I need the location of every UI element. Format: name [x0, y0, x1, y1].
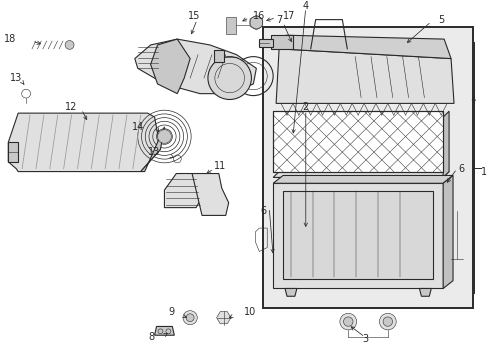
Circle shape: [250, 16, 263, 29]
Text: 5: 5: [438, 15, 444, 24]
Text: 3: 3: [362, 334, 368, 344]
Bar: [283, 191, 433, 279]
Polygon shape: [135, 39, 256, 94]
Polygon shape: [165, 174, 204, 208]
Polygon shape: [8, 113, 161, 172]
Text: 16: 16: [253, 11, 266, 21]
Text: 18: 18: [4, 34, 16, 44]
Text: 4: 4: [303, 1, 309, 11]
Polygon shape: [273, 175, 453, 183]
Polygon shape: [419, 288, 431, 296]
Bar: [273, 183, 443, 288]
Polygon shape: [285, 288, 297, 296]
Polygon shape: [443, 111, 449, 177]
Bar: [263, 27, 473, 308]
Circle shape: [157, 130, 171, 143]
Bar: [259, 39, 273, 47]
Text: 11: 11: [214, 161, 226, 171]
Polygon shape: [192, 174, 229, 215]
Text: 10: 10: [244, 307, 256, 317]
Text: 9: 9: [168, 307, 174, 317]
Polygon shape: [273, 172, 449, 177]
Bar: [273, 111, 443, 172]
Text: 13: 13: [148, 147, 161, 157]
Text: 17: 17: [283, 11, 295, 21]
Circle shape: [65, 41, 74, 49]
Text: 14: 14: [132, 122, 145, 132]
Circle shape: [379, 313, 396, 330]
Circle shape: [186, 314, 194, 321]
Bar: [214, 50, 224, 62]
Bar: [271, 35, 293, 49]
Bar: [273, 111, 443, 172]
Text: 8: 8: [148, 332, 154, 342]
Polygon shape: [279, 35, 451, 59]
Text: 1: 1: [481, 167, 487, 177]
Circle shape: [208, 57, 251, 99]
Polygon shape: [141, 127, 165, 172]
Text: 6: 6: [458, 164, 464, 174]
Text: 12: 12: [65, 102, 78, 112]
Circle shape: [183, 311, 197, 325]
Text: 13: 13: [10, 73, 23, 83]
Text: 15: 15: [188, 11, 200, 21]
Circle shape: [340, 313, 357, 330]
Polygon shape: [150, 39, 190, 94]
Bar: [226, 17, 236, 34]
Circle shape: [343, 317, 353, 326]
Polygon shape: [276, 49, 454, 103]
Text: 2: 2: [303, 102, 309, 112]
Polygon shape: [443, 175, 453, 288]
Polygon shape: [217, 312, 231, 324]
Polygon shape: [8, 142, 18, 162]
Circle shape: [383, 317, 392, 326]
Text: 7: 7: [276, 15, 282, 24]
Text: 6: 6: [260, 206, 267, 216]
Polygon shape: [154, 327, 174, 335]
